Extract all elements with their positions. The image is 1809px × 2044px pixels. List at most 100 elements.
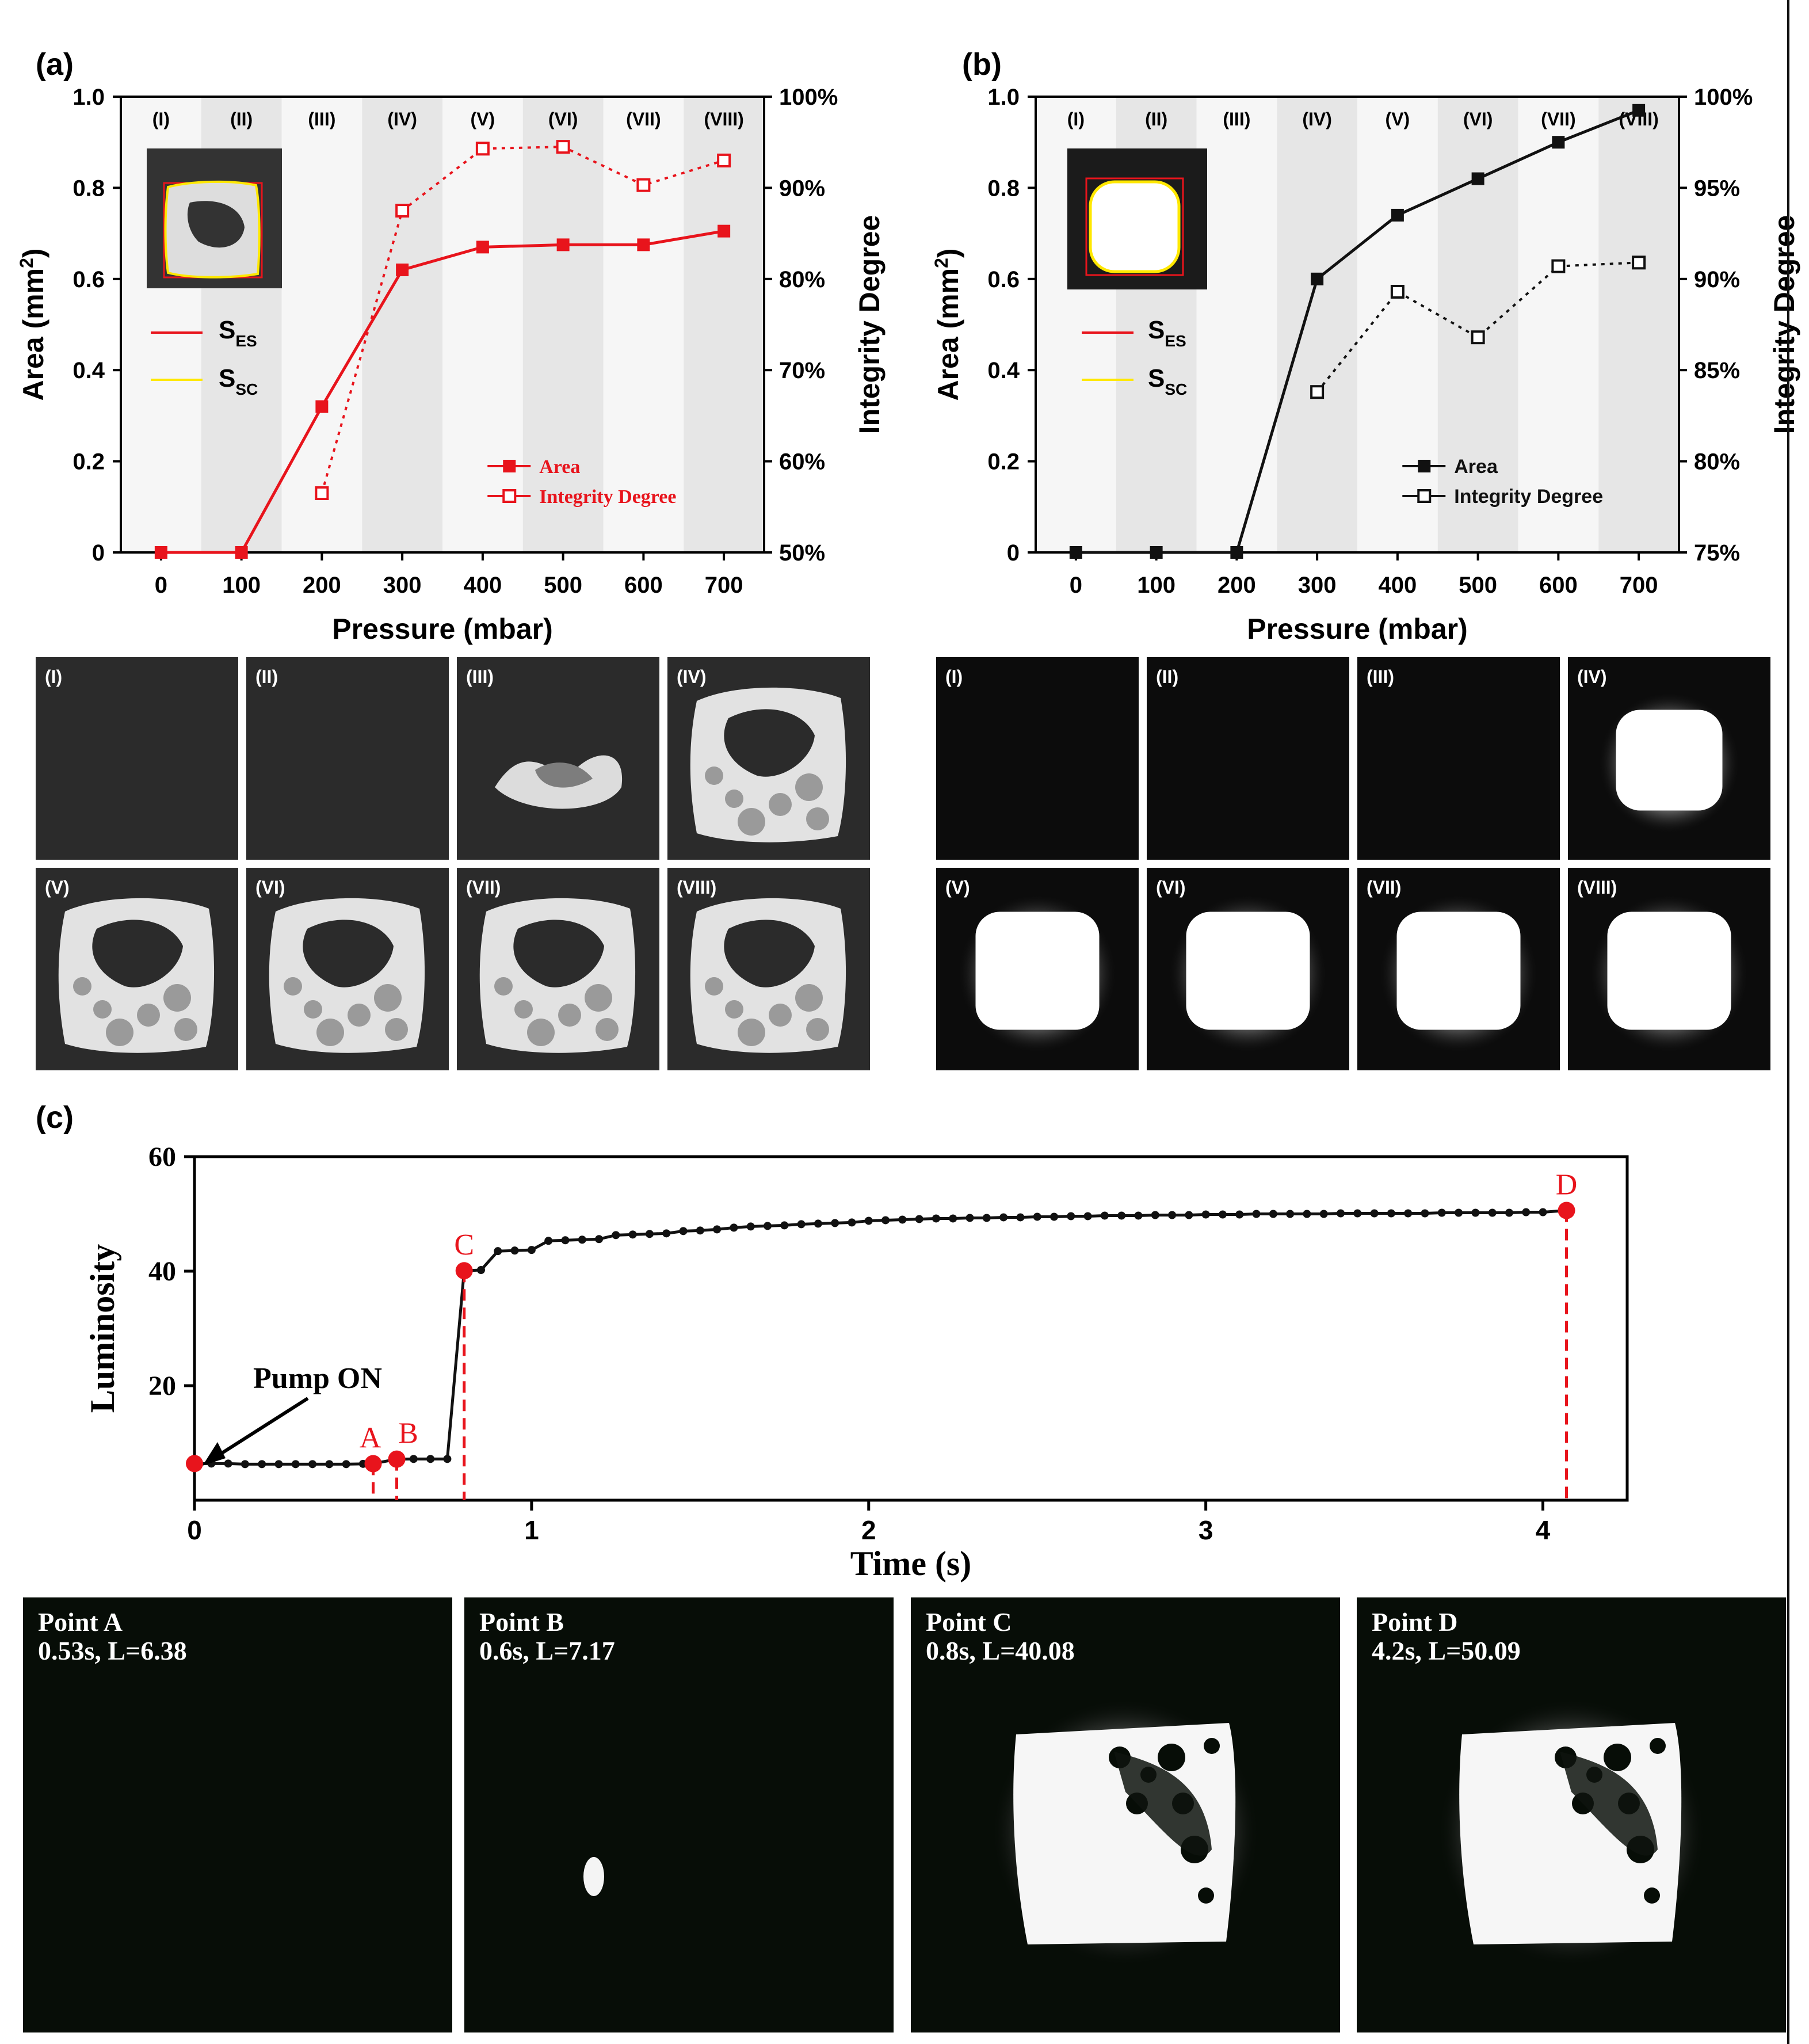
- integrity-point: [1471, 330, 1485, 345]
- stage-label: (IV): [387, 109, 417, 129]
- dark-region: [1114, 1752, 1212, 1856]
- frame-panel: Point A0.53s, L=6.38: [23, 1597, 452, 2032]
- sample-hole: [92, 920, 183, 987]
- marker-point: [1558, 1202, 1575, 1219]
- y2-tick-label: 90%: [779, 176, 825, 201]
- stage-label: (VIII): [704, 109, 743, 129]
- texture-dot: [558, 1004, 581, 1027]
- inset-frame-red-b: [1085, 177, 1184, 276]
- area-point: [637, 238, 650, 251]
- image-tile: (I): [936, 657, 1139, 860]
- legend-integrity-label: Integrity Degree: [539, 486, 676, 508]
- x-tick-label: 200: [303, 573, 341, 598]
- stage-label: (II): [230, 109, 253, 129]
- frame-title: Point C: [926, 1607, 1012, 1637]
- luminosity-point: [291, 1460, 300, 1469]
- legend-inset-b: SES SSC: [1082, 316, 1187, 398]
- series-area-line: [1075, 109, 1640, 554]
- image-tile: (V): [936, 868, 1139, 1070]
- tile-label: (VII): [466, 877, 501, 898]
- x-tick-label: 300: [383, 573, 422, 598]
- chart-a-inset: [147, 148, 282, 288]
- right-border-line: [1787, 0, 1789, 2044]
- stage-label: (V): [471, 109, 495, 129]
- y-axis-title-sup: 2: [16, 258, 37, 268]
- legend-integrity-label: Integrity Degree: [1454, 486, 1603, 508]
- x-tick-label: 0: [155, 573, 167, 598]
- x-tick-label: 200: [1218, 573, 1256, 598]
- glow-core: [1607, 912, 1731, 1030]
- luminosity-point: [578, 1235, 586, 1244]
- plot-frame: [120, 96, 765, 554]
- y-tick-label: 0.2: [987, 449, 1020, 475]
- image-tile: (III): [1357, 657, 1560, 860]
- luminosity-point: [898, 1215, 907, 1224]
- x-tick-label: 100: [222, 573, 261, 598]
- luminosity-point: [814, 1219, 822, 1228]
- y-tick-label: 0.6: [987, 267, 1020, 292]
- tile-label: (VI): [1156, 877, 1186, 898]
- stage-label: (I): [1067, 109, 1085, 129]
- luminosity-point: [494, 1247, 502, 1256]
- texture-dot: [494, 977, 513, 996]
- luminosity-point: [1185, 1211, 1193, 1219]
- y-tick-label: 0: [92, 540, 105, 566]
- luminosity-point: [1286, 1210, 1295, 1218]
- luminosity-point: [1016, 1213, 1025, 1222]
- y-tick-label: 0.6: [72, 267, 105, 292]
- luminosity-line: [194, 1209, 1567, 1466]
- luminosity-point: [1117, 1211, 1126, 1220]
- frame-background: [464, 1597, 894, 2032]
- luminosity-point: [932, 1214, 940, 1223]
- area-point: [1230, 546, 1243, 559]
- series-area-line: [161, 230, 724, 554]
- area-point: [396, 263, 409, 276]
- chart-b: (I) (II) (III) (IV) (V) (VI) (VII) (VIII) SES S…: [931, 85, 1800, 645]
- frame-title: Point D: [1372, 1607, 1458, 1637]
- y-axis-title-main: Area (mm: [932, 268, 964, 401]
- stage-band: [442, 97, 523, 552]
- y2-tick-label: 95%: [1694, 176, 1740, 201]
- luminosity-point: [1269, 1210, 1277, 1218]
- sample-hole: [724, 920, 815, 987]
- texture-dot: [73, 977, 91, 996]
- area-point: [556, 238, 570, 251]
- texture-dot: [795, 984, 823, 1012]
- dark-dot: [1158, 1744, 1185, 1771]
- luminosity-point: [510, 1246, 519, 1255]
- texture-dot: [527, 1019, 555, 1046]
- tile-background: [936, 657, 1139, 860]
- chart-a-bands: (I) (II) (III) (IV) (V) (VI) (VII) (VIII): [121, 97, 764, 552]
- y-tick-label: 1.0: [987, 85, 1020, 110]
- y-axis-title-close: ): [17, 248, 49, 258]
- image-tile: (IV): [1568, 657, 1770, 860]
- legend-area-marker: [1418, 460, 1431, 472]
- tile-label: (II): [255, 666, 278, 687]
- glow-core: [1396, 912, 1521, 1030]
- integrity-point: [1310, 385, 1325, 399]
- y-axis-title: Area (mm2): [16, 248, 49, 401]
- texture-dot: [316, 1019, 344, 1046]
- image-tile: (II): [246, 657, 449, 860]
- luminosity-point: [1522, 1208, 1531, 1217]
- stage-label: (III): [308, 109, 335, 129]
- luminosity-point: [1539, 1208, 1547, 1217]
- glow-core: [1616, 710, 1723, 811]
- luminosity-point: [1134, 1211, 1143, 1220]
- texture-dot: [806, 1018, 829, 1041]
- stage-label: (III): [1223, 109, 1250, 129]
- y-axis-title-sup: 2: [931, 258, 952, 268]
- origin-marker: [186, 1455, 203, 1473]
- luminosity-point: [612, 1231, 620, 1240]
- area-point: [235, 546, 248, 559]
- area-point: [1391, 208, 1404, 222]
- luminosity-point: [999, 1213, 1008, 1222]
- y-tick-label: 0.8: [72, 176, 105, 201]
- y2-tick-label: 85%: [1694, 358, 1740, 383]
- sample-hole: [513, 920, 604, 987]
- image-tile: (VII): [457, 868, 659, 1070]
- luminosity-point: [1437, 1208, 1446, 1217]
- plot-frame: [193, 1155, 1629, 1502]
- y-tick-label: 20: [148, 1371, 176, 1401]
